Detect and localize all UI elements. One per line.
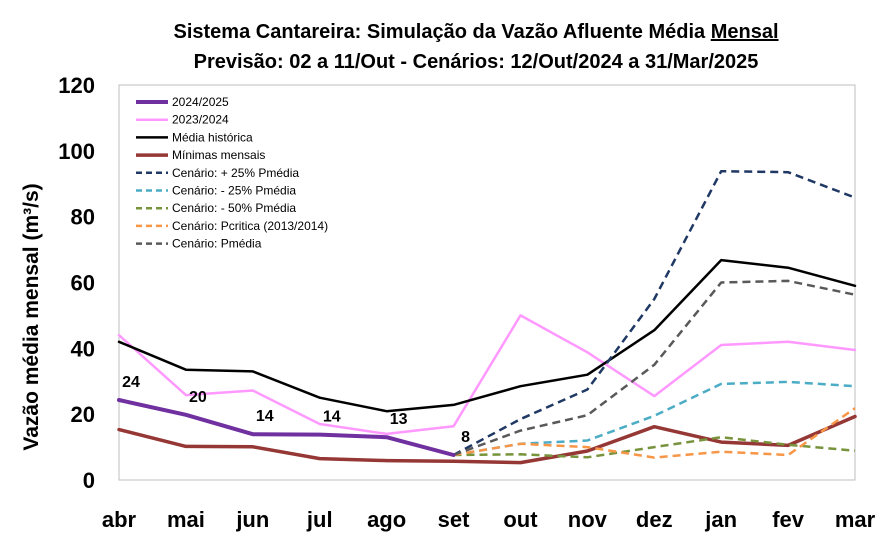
- legend-label: Cenário: Pmédia: [172, 237, 262, 251]
- y-tick-label: 40: [71, 336, 95, 361]
- series-line: [117, 398, 456, 457]
- y-tick-label: 120: [58, 73, 95, 98]
- legend-label: Cenário: Pcritica (2013/2014): [172, 219, 328, 233]
- x-tick-label: jun: [235, 507, 269, 532]
- legend-label: 2023/2024: [172, 113, 229, 127]
- legend-label: Cenário: - 50% Pmédia: [172, 201, 296, 215]
- data-label: 8: [461, 429, 470, 446]
- x-tick-label: jul: [306, 507, 333, 532]
- x-axis: abr mai jun jul ago set out nov dez jan fev mar: [102, 507, 876, 532]
- x-tick-label: abr: [102, 507, 137, 532]
- series-line: [117, 414, 857, 465]
- x-tick-label: jan: [704, 507, 737, 532]
- x-tick-label: fev: [772, 507, 805, 532]
- y-axis: 0 20 40 60 80 100 120: [58, 73, 95, 493]
- chart-title-line2: Previsão: 02 a 11/Out - Cenários: 12/Out…: [194, 51, 759, 73]
- chart-title-prefix: Sistema Cantareira: Simulação da Vazão A…: [173, 21, 710, 43]
- series-lines: [117, 169, 857, 465]
- legend-label: Cenário: + 25% Pmédia: [172, 166, 299, 180]
- y-tick-label: 20: [71, 402, 95, 427]
- legend: 2024/2025 2023/2024 Média histórica Mínimas…: [136, 95, 328, 251]
- legend-label: 2024/2025: [172, 95, 229, 109]
- y-tick-label: 60: [71, 271, 95, 296]
- series-line: [453, 407, 856, 459]
- legend-label: Média histórica: [172, 130, 253, 144]
- series-line: [117, 258, 857, 413]
- data-label: 14: [256, 408, 274, 425]
- series-line: [452, 169, 856, 457]
- y-tick-label: 100: [58, 139, 95, 164]
- series-line: [453, 435, 856, 459]
- data-label: 20: [189, 389, 207, 406]
- legend-label: Cenário: - 25% Pmédia: [172, 184, 296, 198]
- y-axis-label: Vazão média mensal (m³/s): [20, 183, 43, 450]
- x-tick-label: ago: [367, 507, 406, 532]
- series-line: [117, 314, 857, 436]
- x-tick-label: set: [438, 507, 470, 532]
- x-tick-label: out: [503, 507, 538, 532]
- x-tick-label: mai: [167, 507, 205, 532]
- y-tick-label: 0: [83, 468, 95, 493]
- y-tick-label: 80: [71, 205, 95, 230]
- data-label: 13: [390, 411, 408, 428]
- series-line: [453, 279, 856, 457]
- x-tick-label: mar: [835, 507, 876, 532]
- data-label: 14: [323, 409, 341, 426]
- data-label: 24: [122, 374, 140, 391]
- x-tick-label: nov: [568, 507, 608, 532]
- chart-title-underlined: Mensal: [711, 21, 779, 43]
- x-tick-label: dez: [636, 507, 673, 532]
- data-labels: 24 20 14 14 13 8: [122, 374, 470, 446]
- legend-label: Mínimas mensais: [172, 148, 265, 162]
- chart-title-line1: Sistema Cantareira: Simulação da Vazão A…: [173, 21, 778, 43]
